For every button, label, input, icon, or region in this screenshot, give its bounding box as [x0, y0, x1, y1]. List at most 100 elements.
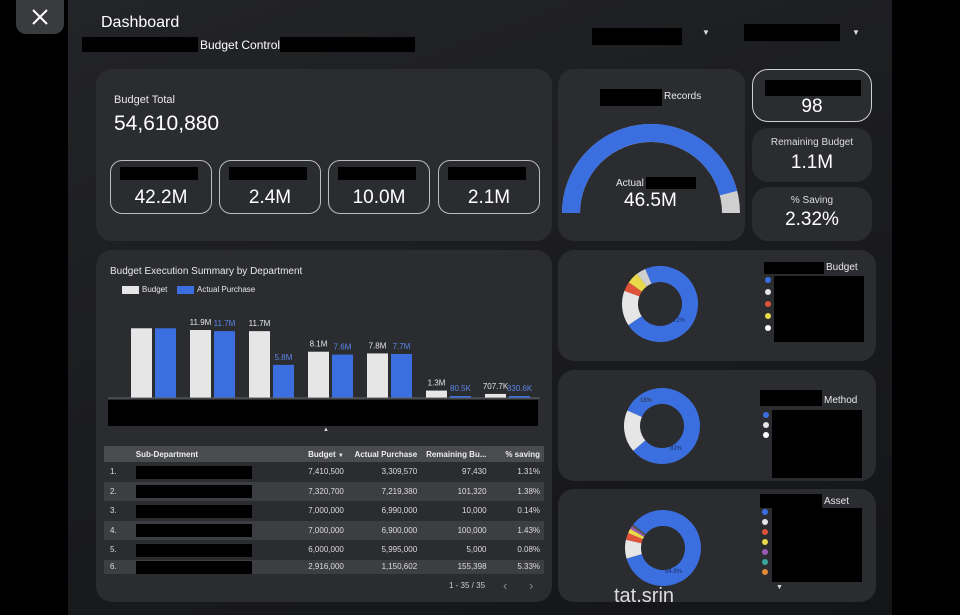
- donut-slice[interactable]: [628, 273, 647, 292]
- bar-data-label: 7.6M: [334, 343, 352, 352]
- legend-dot: [762, 509, 768, 515]
- gauge-value: 46.5M: [624, 190, 677, 211]
- filter-dropdown-1[interactable]: [592, 28, 682, 45]
- legend-dot: [765, 325, 771, 331]
- redacted-block: [764, 262, 824, 274]
- budget-donut-chart: [622, 266, 698, 342]
- donut-slice[interactable]: [626, 510, 701, 586]
- bar-data-label: 707.7K: [483, 382, 509, 391]
- legend-swatch-budget: [122, 286, 139, 294]
- table-row[interactable]: 2. 7,320,700 7,219,380 101,320 1.38%: [104, 481, 544, 501]
- legend-dot: [762, 569, 768, 575]
- legend-dot: [762, 549, 768, 555]
- gauge-chart: [562, 123, 740, 214]
- bar-actual[interactable]: [450, 396, 471, 398]
- budget-total-value: 54,610,880: [114, 112, 220, 135]
- table-row[interactable]: 1. 7,410,500 3,309,570 97,430 1.31%: [104, 462, 544, 482]
- bar-data-label: 5.8M: [275, 353, 293, 362]
- legend-dot: [763, 432, 769, 438]
- bar-data-label: 11.7M: [214, 319, 236, 328]
- donut-label: 18%: [640, 398, 653, 404]
- bar-budget[interactable]: [426, 390, 447, 398]
- bar-chart: 11.9M 11.7M8.1M 7.8M1.3M 707.7K11.7M5.8M7.6…: [108, 318, 540, 399]
- pagination-text: 1 - 35 / 35: [449, 581, 486, 590]
- kpi-pill: 42.2M: [110, 160, 212, 214]
- donut-slice[interactable]: [627, 388, 700, 464]
- legend-dot: [762, 519, 768, 525]
- bar-actual[interactable]: [391, 354, 412, 398]
- legend-dot: [765, 277, 771, 283]
- legend-dot: [763, 412, 769, 418]
- donut-slice[interactable]: [631, 524, 646, 536]
- kpi-pill: 2.1M: [438, 160, 540, 214]
- gauge-title: Records: [664, 91, 702, 102]
- next-page-icon[interactable]: ›: [529, 578, 534, 593]
- table-row[interactable]: 6. 2,916,000 1,150,602 155,398 5.33%: [104, 559, 544, 574]
- table-row[interactable]: 3. 7,000,000 6,990,000 10,000 0.14%: [104, 501, 544, 521]
- donut-slice[interactable]: [628, 528, 645, 540]
- redacted-block: [646, 177, 696, 189]
- method-donut-chart: [624, 388, 700, 464]
- donut-slice[interactable]: [624, 410, 646, 451]
- page-subtitle: Budget Control: [200, 38, 281, 52]
- donut-slice[interactable]: [625, 532, 643, 544]
- budget-total-label: Budget Total: [114, 94, 175, 106]
- sub-department-table: Sub-Department Budget ▼ Actual Purchase …: [104, 446, 544, 574]
- donut-slice[interactable]: [636, 268, 652, 287]
- chevron-up-icon[interactable]: ▲: [323, 427, 329, 433]
- bar-budget[interactable]: [367, 353, 388, 398]
- legend-dot: [762, 559, 768, 565]
- budget-legend-box: [774, 276, 864, 342]
- legend-dot: [762, 539, 768, 545]
- donut-slice[interactable]: [622, 290, 642, 326]
- bar-budget[interactable]: [308, 351, 329, 398]
- close-button[interactable]: [16, 0, 64, 34]
- table-row[interactable]: 4. 7,000,000 6,900,000 100,000 1.43%: [104, 520, 544, 540]
- kpi-pill: 10.0M: [328, 160, 430, 214]
- bar-actual[interactable]: [509, 396, 530, 398]
- bar-budget[interactable]: [249, 331, 270, 398]
- bar-data-label: 7.8M: [369, 341, 387, 350]
- sort-desc-icon: ▼: [337, 452, 344, 459]
- redacted-block: [280, 37, 415, 52]
- bar-budget[interactable]: [131, 328, 152, 398]
- legend-swatch-actual: [177, 286, 194, 294]
- bar-actual[interactable]: [214, 331, 235, 398]
- execution-summary-card: [96, 250, 552, 602]
- chevron-down-icon[interactable]: ▼: [776, 584, 783, 591]
- redacted-axis-labels: [108, 400, 538, 426]
- table-header: Sub-Department Budget ▼ Actual Purchase …: [104, 446, 544, 462]
- bar-data-label: 1.3M: [428, 379, 446, 388]
- chevron-down-icon[interactable]: ▼: [702, 28, 710, 37]
- bar-data-label: 80.5K: [450, 384, 472, 393]
- saving-card: % Saving 2.32%: [752, 187, 872, 241]
- donut-slice[interactable]: [628, 266, 698, 342]
- bar-actual[interactable]: [273, 364, 294, 398]
- chevron-down-icon[interactable]: ▼: [852, 28, 860, 37]
- bar-budget[interactable]: [485, 393, 506, 398]
- bar-data-label: 7.7M: [393, 342, 411, 351]
- donut-label: 72%: [673, 318, 686, 324]
- close-icon: [32, 9, 48, 25]
- bar-actual[interactable]: [155, 328, 176, 398]
- asset-donut-title: Asset: [824, 496, 850, 507]
- bar-budget[interactable]: [190, 330, 211, 398]
- donut-slice[interactable]: [630, 526, 645, 537]
- bar-actual[interactable]: [332, 354, 353, 398]
- table-row[interactable]: 5. 6,000,000 5,995,000 5,000 0.08%: [104, 540, 544, 560]
- redacted-block: [760, 390, 822, 406]
- kpi-pill: 2.4M: [219, 160, 321, 214]
- donut-label: 84.8%: [665, 569, 683, 575]
- redacted-block: [600, 89, 662, 106]
- legend-dot: [765, 301, 771, 307]
- page-title: Dashboard: [101, 14, 180, 31]
- asset-donut-chart: [625, 510, 701, 586]
- prev-page-icon[interactable]: ‹: [503, 578, 508, 593]
- legend-dot: [762, 529, 768, 535]
- filter-dropdown-2[interactable]: [744, 24, 840, 41]
- donut-slice[interactable]: [624, 282, 643, 297]
- donut-slice[interactable]: [625, 539, 643, 559]
- remaining-budget-card: Remaining Budget 1.1M: [752, 128, 872, 182]
- asset-legend-box: [772, 508, 862, 582]
- donut-label: 82%: [670, 446, 683, 452]
